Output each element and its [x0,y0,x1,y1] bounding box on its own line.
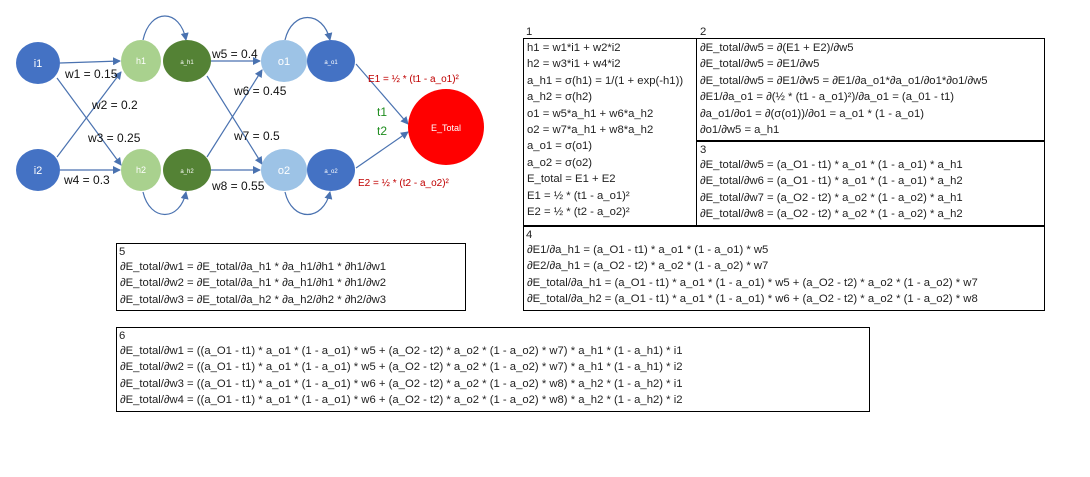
loop-h1 [142,15,189,41]
equation-line: a_h1 = σ(h1) = 1/(1 + exp(-h1)) [527,74,684,87]
node-h1-label: h1 [136,56,146,66]
weight-label-w8: w8 = 0.55 [211,179,265,193]
loop-o2 [284,191,333,216]
weight-label-w4: w4 = 0.3 [63,173,110,187]
input-hidden-edges [56,57,122,174]
node-i2: i2 [16,149,60,191]
equation-line: ∂o1/∂w5 = a_h1 [700,124,780,137]
node-i1-label: i1 [34,58,43,70]
node-a-h2: a_h2 [163,149,211,191]
target-label-t1: t1 [377,105,387,119]
section-1-equations: h1 = w1*i1 + w2*i2 h2 = w3*i1 + w4*i2 a_h1… [523,38,697,226]
equation-line: ∂E1/∂a_o1 = ∂(½ * (t1 - a_o1)²)/∂a_o1 = … [700,91,955,104]
node-o1: o1 [261,40,307,82]
section-6-number: 6 [119,330,126,342]
equation-line: ∂E_total/∂w2 = ((a_O1 - t1) * a_o1 * (1 … [120,361,683,374]
equation-line: ∂E_total/∂w7 = (a_O2 - t2) * a_o2 * (1 -… [700,191,963,204]
node-h1: h1 [121,40,161,82]
equation-line: ∂E_total/∂a_h2 = (a_O1 - t1) * a_o1 * (1… [527,293,978,306]
equation-line: h1 = w1*i1 + w2*i2 [527,42,621,54]
section-3-equations: ∂E_total/∂w5 = (a_O1 - t1) * a_o1 * (1 -… [696,141,1045,226]
equation-line: ∂E1/∂a_h1 = (a_O1 - t1) * a_o1 * (1 - a_… [527,244,769,256]
section-4-number: 4 [526,229,533,241]
node-e-total: E_Total [408,89,484,165]
node-a-o1-label: a_o1 [324,60,338,66]
section-3-number: 3 [700,144,707,156]
equation-line: ∂a_o1/∂o1 = ∂(σ(o1))/∂o1 = a_o1 * (1 - a… [700,107,924,120]
edge-ao2-etotal [355,131,409,169]
node-i2-label: i2 [34,165,43,177]
section-5-number: 5 [119,246,126,258]
loop-h2 [142,191,189,216]
section-2-number: 2 [700,26,707,38]
equation-line: ∂E_total/∂w6 = (a_O1 - t1) * a_o1 * (1 -… [700,175,963,188]
equation-line: ∂E_total/∂w1 = ((a_O1 - t1) * a_o1 * (1 … [120,345,683,357]
equation-line: ∂E_total/∂w8 = (a_O2 - t2) * a_o2 * (1 -… [700,208,963,221]
equation-line: o2 = w7*a_h1 + w8*a_h2 [527,124,654,137]
neural-network-diagram: i1 i2 h1 a_h1 h2 a_h2 o1 a_o1 o2 a_o2 E_… [16,15,484,216]
equation-line: ∂E_total/∂w3 = ((a_O1 - t1) * a_o1 * (1 … [120,377,683,390]
equation-line: ∂E_total/∂w5 = (a_O1 - t1) * a_o1 * (1 -… [700,159,963,171]
node-o2-label: o2 [278,165,290,177]
error-label-e2: E2 = ½ * (t2 - a_o2)² [358,178,450,189]
weight-label-w1: w1 = 0.15 [64,67,118,81]
output-error-edges [355,63,409,169]
node-a-o2-label: a_o2 [324,169,338,175]
weight-label-w3: w3 = 0.25 [87,131,141,145]
equation-line: ∂E_total/∂w3 = ∂E_total/∂a_h2 * ∂a_h2/∂h… [120,293,387,306]
equation-line: ∂E2/∂a_h1 = (a_O2 - t2) * a_o2 * (1 - a_… [527,260,769,273]
node-h2-label: h2 [136,165,146,175]
equation-line: a_o1 = σ(o1) [527,140,593,153]
equation-line: h2 = w3*i1 + w4*i2 [527,58,621,71]
weight-label-w2: w2 = 0.2 [91,98,138,112]
edge-w3 [56,71,122,158]
node-e-total-label: E_Total [431,123,461,133]
node-o1-label: o1 [278,56,290,68]
edge-w6 [206,75,263,165]
edge-w7 [206,69,263,158]
edge-w2 [56,77,122,166]
node-h2: h2 [121,149,161,191]
node-o2: o2 [261,149,307,191]
node-a-o1: a_o1 [307,40,355,82]
loop-o1 [284,16,333,41]
equation-line: ∂E_total/∂w5 = ∂E1/∂w5 = ∂E1/∂a_o1*∂a_o1… [700,74,988,87]
section-4-equations: ∂E1/∂a_h1 = (a_O1 - t1) * a_o1 * (1 - a_… [523,226,1045,311]
section-5-equations: ∂E_total/∂w1 = ∂E_total/∂a_h1 * ∂a_h1/∂h… [116,243,466,311]
equation-line: E_total = E1 + E2 [527,173,616,186]
hidden-output-edges [206,57,263,174]
equation-line: a_o2 = σ(o2) [527,156,593,169]
node-a-h1-label: a_h1 [180,60,194,66]
equation-line: a_h2 = σ(h2) [527,91,593,104]
equation-line: ∂E_total/∂w5 = ∂(E1 + E2)/∂w5 [700,42,854,54]
section-2-equations: ∂E_total/∂w5 = ∂(E1 + E2)/∂w5 ∂E_total/∂w… [696,38,1045,141]
equation-line: ∂E_total/∂w4 = ((a_O1 - t1) * a_o1 * (1 … [120,394,683,407]
equation-line: ∂E_total/∂w2 = ∂E_total/∂a_h1 * ∂a_h1/∂h… [120,277,387,290]
weight-label-w5: w5 = 0.4 [211,47,258,61]
node-i1: i1 [16,42,60,84]
equation-line: ∂E_total/∂w5 = ∂E1/∂w5 [700,58,820,71]
section-6-equations: ∂E_total/∂w1 = ((a_O1 - t1) * a_o1 * (1 … [116,327,870,412]
equation-line: E1 = ½ * (t1 - a_o1)² [527,189,630,202]
equation-line: ∂E_total/∂w1 = ∂E_total/∂a_h1 * ∂a_h1/∂h… [120,261,387,273]
weight-label-w6: w6 = 0.45 [233,84,287,98]
edge-w1 [59,57,121,66]
edge-ao1-etotal [355,63,409,125]
section-1-number: 1 [526,26,533,38]
node-a-o2: a_o2 [307,149,355,191]
target-label-t2: t2 [377,124,387,138]
equation-line: ∂E_total/∂a_h1 = (a_O1 - t1) * a_o1 * (1… [527,276,978,289]
activation-loops [142,15,333,216]
node-a-h2-label: a_h2 [180,169,194,175]
node-a-h1: a_h1 [163,40,211,82]
weight-label-w7: w7 = 0.5 [233,129,280,143]
equation-line: o1 = w5*a_h1 + w6*a_h2 [527,107,654,120]
equation-line: E2 = ½ * (t2 - a_o2)² [527,206,630,219]
error-label-e1: E1 = ½ * (t1 - a_o1)² [368,74,460,85]
